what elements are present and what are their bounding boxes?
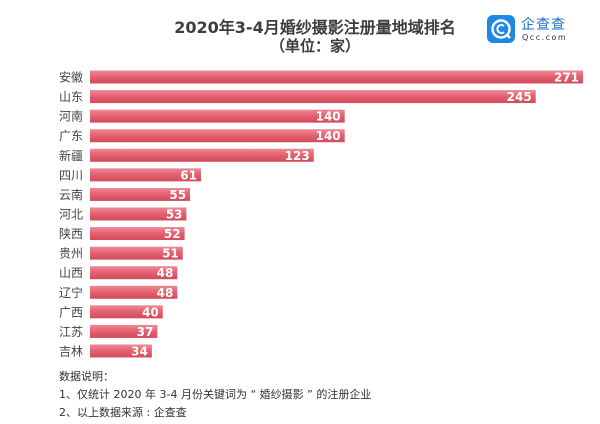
data-label: 55 [169,188,186,202]
data-label: 140 [316,129,341,143]
data-label: 51 [162,247,179,261]
note-item: 1、仅统计 2020 年 3-4 月份关键词为 “ 婚纱摄影 ” 的注册企业 [59,388,372,401]
data-label: 34 [131,344,148,358]
category-label: 贵州 [59,247,83,261]
category-label: 河南 [59,109,83,124]
data-label: 52 [164,227,181,241]
bar [90,70,583,84]
category-label: 河北 [59,207,83,221]
category-label: 山东 [59,90,83,104]
bar [90,168,201,182]
data-label: 271 [554,71,579,85]
bar [90,285,178,299]
bar [90,148,314,162]
category-label: 辽宁 [59,285,83,300]
category-label: 江苏 [59,325,83,339]
data-label: 123 [285,149,310,163]
logo-name-en: Qcc.com [522,33,568,42]
logo-name-cn: 企查查 [521,17,566,33]
bar [90,227,185,241]
bar-chart: 安徽 271 山东 245 河南 140 广东 140 新疆 123 四川 61 云南 55 河北 53 陕西 5… [59,70,583,358]
category-label: 安徽 [59,70,83,85]
data-label: 37 [137,325,154,339]
category-label: 四川 [59,168,83,182]
chart-subtitle: （单位：家） [269,37,360,55]
data-label: 140 [316,110,341,124]
category-label: 吉林 [59,344,83,358]
bar [90,90,536,104]
data-label: 40 [142,305,159,319]
data-label: 48 [157,286,174,300]
category-label: 新疆 [59,148,83,163]
qcc-logo-icon [487,15,515,43]
category-label: 广东 [59,129,83,143]
category-label: 云南 [59,187,83,202]
data-label: 53 [166,207,183,221]
bar [90,109,345,123]
note-item: 2、以上数据来源 : 企查查 [59,406,187,419]
qcc-logo: 企查查 Qcc.com [487,14,587,48]
data-label: 61 [180,168,197,182]
bar [90,207,187,221]
category-label: 山西 [59,266,83,280]
bar [90,129,345,143]
bar [90,187,191,201]
data-label: 48 [157,266,174,280]
data-label: 245 [507,90,532,104]
chart-title: 2020年3-4月婚纱摄影注册量地域排名 [174,18,456,37]
bar [90,344,152,358]
category-label: 广西 [59,305,83,319]
bar [90,246,183,260]
notes-heading: 数据说明： [59,370,114,383]
bar [90,305,163,319]
bar [90,324,158,338]
bar [90,266,178,280]
category-label: 陕西 [59,226,83,241]
